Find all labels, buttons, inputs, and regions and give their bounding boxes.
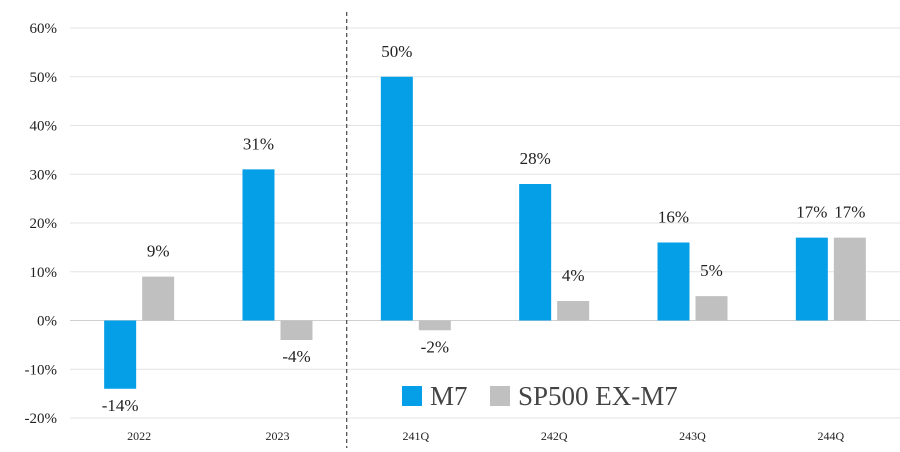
- data-label: -4%: [282, 347, 310, 366]
- data-label: 17%: [796, 203, 827, 222]
- bars: [104, 76, 866, 389]
- bar-sp500-ex-m7-244Q: [833, 237, 866, 321]
- data-label: 28%: [520, 149, 551, 168]
- y-tick-label: 40%: [30, 119, 58, 135]
- y-tick-label: 0%: [37, 314, 57, 330]
- data-label: 16%: [658, 208, 689, 227]
- bar-sp500-ex-m7-2022: [142, 276, 175, 321]
- bar-m7-242Q: [519, 184, 552, 321]
- y-tick-label: 60%: [30, 21, 58, 37]
- data-label: 50%: [381, 42, 412, 61]
- gridlines: [70, 27, 900, 419]
- legend-swatch-sp500-ex-m7: [490, 386, 510, 406]
- data-labels: -14% 31% 50% 28% 16% 17% 9% -4% -2% 4% 5% 17%: [102, 42, 866, 415]
- y-tick-label: 30%: [30, 167, 58, 183]
- bar-sp500-ex-m7-241Q: [418, 320, 451, 331]
- bar-sp500-ex-m7-2023: [280, 320, 313, 340]
- data-label: 5%: [700, 261, 723, 280]
- data-label: 31%: [243, 134, 274, 153]
- legend-label-sp500-ex-m7: SP500 EX-M7: [518, 381, 678, 411]
- data-label: -2%: [421, 337, 449, 356]
- data-label: 4%: [562, 266, 585, 285]
- y-tick-label: 10%: [30, 265, 58, 281]
- data-label: -14%: [102, 396, 139, 415]
- x-tick-label: 241Q: [402, 429, 429, 443]
- x-tick-label: 242Q: [541, 429, 568, 443]
- y-tick-label: -20%: [25, 411, 58, 427]
- x-axis-ticks: 2022 2023 241Q 242Q 243Q 244Q: [127, 429, 844, 443]
- bar-m7-2023: [242, 169, 275, 321]
- x-tick-label: 2022: [127, 429, 151, 443]
- bar-m7-2022: [104, 320, 137, 389]
- y-tick-label: 20%: [30, 216, 58, 232]
- bar-sp500-ex-m7-243Q: [695, 296, 728, 321]
- x-tick-label: 244Q: [817, 429, 844, 443]
- x-tick-label: 2023: [266, 429, 290, 443]
- bar-m7-243Q: [657, 242, 690, 321]
- bar-m7-244Q: [795, 237, 828, 321]
- y-axis-ticks: 60% 50% 40% 30% 20% 10% 0% -10% -20%: [25, 21, 58, 427]
- bar-sp500-ex-m7-242Q: [557, 301, 590, 321]
- data-label: 9%: [147, 242, 170, 261]
- data-label: 17%: [834, 203, 865, 222]
- legend: M7 SP500 EX-M7: [402, 381, 678, 411]
- y-tick-label: -10%: [25, 362, 58, 378]
- legend-swatch-m7: [402, 386, 422, 406]
- y-tick-label: 50%: [30, 70, 58, 86]
- x-tick-label: 243Q: [679, 429, 706, 443]
- bar-m7-241Q: [380, 76, 413, 321]
- legend-label-m7: M7: [430, 381, 468, 411]
